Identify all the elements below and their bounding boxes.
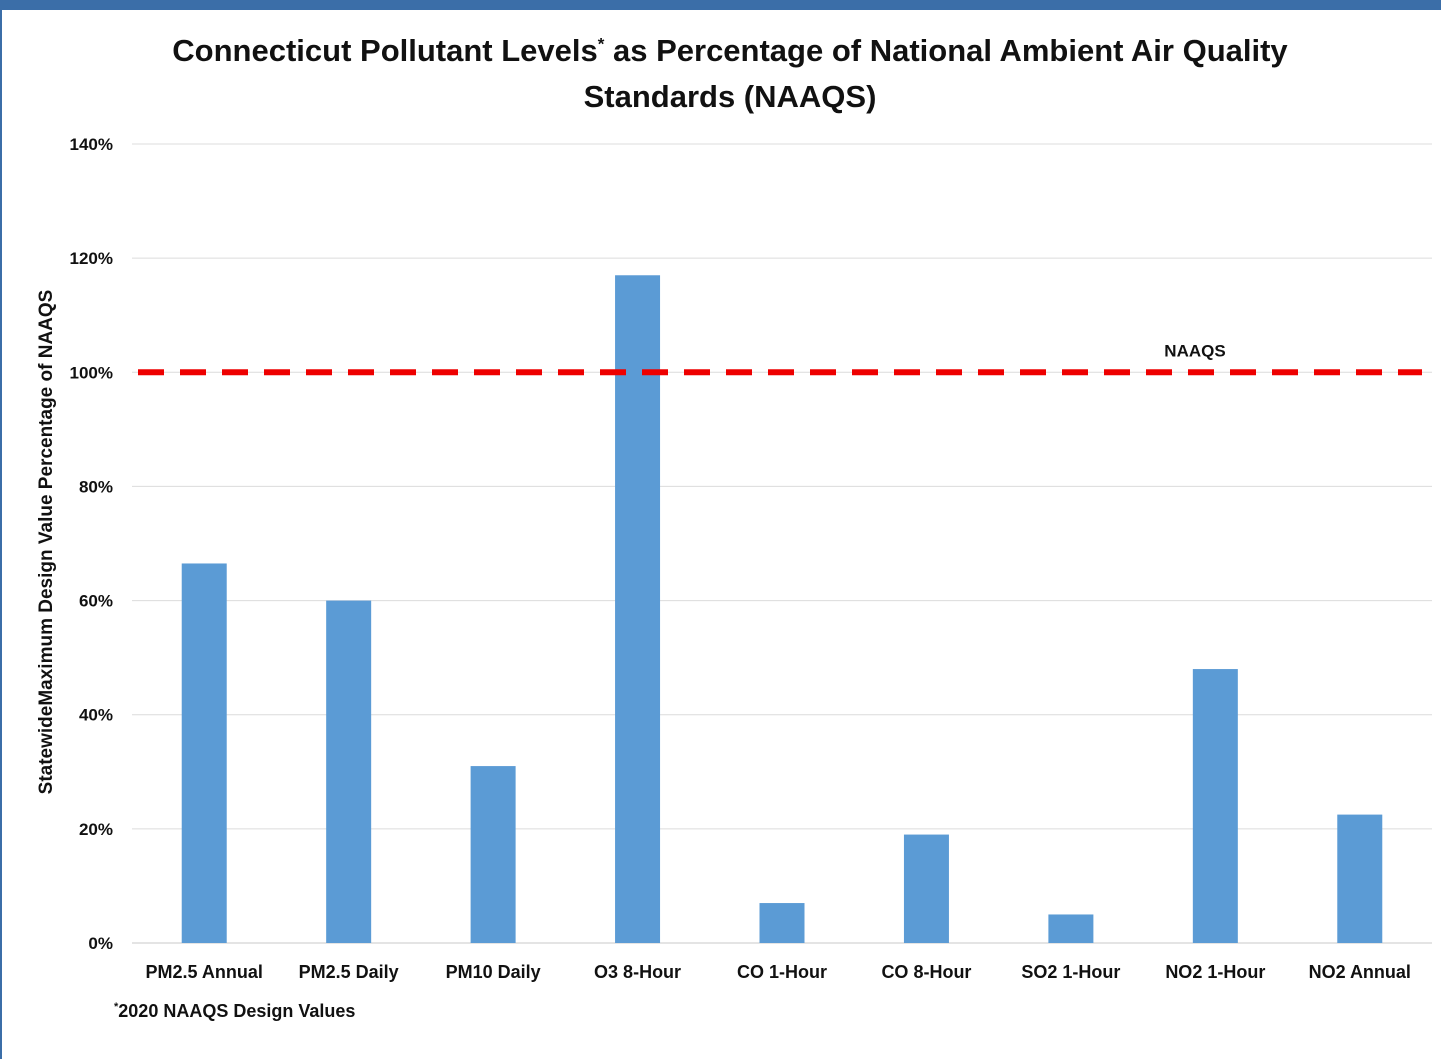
x-tick-label: SO2 1-Hour [1021, 962, 1120, 982]
bar [615, 275, 661, 943]
naaqs-line-label: NAAQS [1164, 341, 1225, 360]
y-axis-label: StatewideMaximum Design Value Percentage… [36, 290, 57, 795]
y-tick-label: 20% [79, 820, 113, 839]
bar [326, 600, 372, 943]
y-tick-label: 0% [88, 934, 113, 953]
x-tick-label: NO2 Annual [1309, 962, 1411, 982]
x-tick-label: CO 8-Hour [881, 962, 971, 982]
x-tick-label: CO 1-Hour [737, 962, 827, 982]
bar [470, 766, 516, 943]
x-tick-label: PM2.5 Daily [299, 962, 399, 982]
bar [1192, 669, 1238, 943]
bar [181, 563, 227, 943]
bar [1337, 814, 1383, 943]
y-tick-label: 80% [79, 477, 113, 496]
bar [903, 834, 949, 943]
y-tick-label: 120% [70, 249, 113, 268]
footnote-asterisk: * [114, 1001, 119, 1013]
x-tick-label: PM2.5 Annual [146, 962, 263, 982]
footnote: *2020 NAAQS Design Values [114, 1001, 356, 1021]
y-tick-label: 60% [79, 592, 113, 611]
y-tick-label: 140% [70, 135, 113, 154]
chart-title: Connecticut Pollutant Levels* as Percent… [172, 33, 1288, 114]
x-tick-label: PM10 Daily [446, 962, 541, 982]
y-tick-label: 40% [79, 706, 113, 725]
y-tick-label: 100% [70, 363, 113, 382]
x-tick-label: NO2 1-Hour [1165, 962, 1265, 982]
bar [1048, 914, 1094, 943]
title-asterisk: * [597, 34, 605, 54]
bar [759, 903, 805, 943]
x-tick-label: O3 8-Hour [594, 962, 681, 982]
